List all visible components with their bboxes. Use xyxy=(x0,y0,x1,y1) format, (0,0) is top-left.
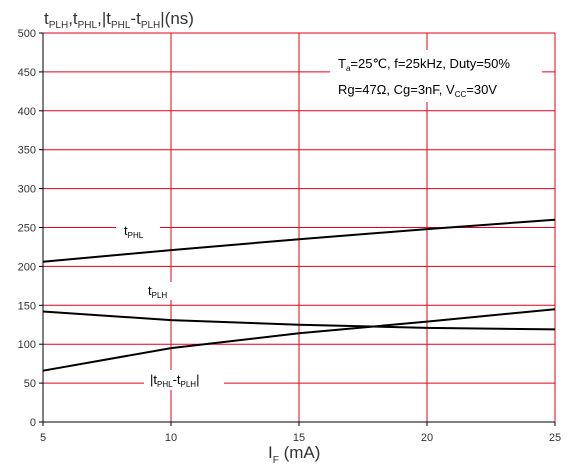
annotation-1b: =25℃, f=25kHz, Duty=50% xyxy=(350,56,510,71)
annotation-2a-sub: CC xyxy=(455,90,467,99)
y-title-part1-sub: PLH xyxy=(49,20,68,31)
y-title-part4: -t xyxy=(130,9,141,28)
y-tick-label: 150 xyxy=(18,300,36,312)
series-line-diff xyxy=(42,308,556,372)
y-tick-label: 250 xyxy=(18,223,36,235)
annotation-2a: Rg=47Ω, Cg=3nF, V xyxy=(338,82,455,97)
annotation-1a-sub: a xyxy=(346,64,351,73)
series-line-tphl xyxy=(42,218,556,263)
annotation-2b: =30V xyxy=(466,82,497,97)
series-label-tplh: tPLH xyxy=(148,283,167,300)
y-tick-label: 350 xyxy=(18,145,36,157)
x-axis-title: IF (mA) xyxy=(268,443,320,466)
y-title-part2-sub: PHL xyxy=(78,20,98,31)
series-label-tplh-main: t xyxy=(148,283,152,298)
series-label-diff-pre: |t xyxy=(150,372,157,387)
series-label-diff: |tPHL-tPLH| xyxy=(150,372,199,389)
y-tick-label: 200 xyxy=(18,261,36,273)
y-tick-label: 100 xyxy=(18,339,36,351)
series-label-tplh-sub: PLH xyxy=(152,291,168,300)
x-tick-labels: 5 10 15 20 25 xyxy=(40,422,561,444)
y-tick-label: 450 xyxy=(18,67,36,79)
x-tick-label: 15 xyxy=(293,432,305,444)
y-tick-label: 300 xyxy=(18,184,36,196)
x-tick-label: 25 xyxy=(549,432,561,444)
y-tick-label: 400 xyxy=(18,106,36,118)
series-label-diff-bg xyxy=(144,370,224,390)
annotation-line-1: Ta=25℃, f=25kHz, Duty=50% xyxy=(338,56,510,73)
series-label-tplh-bg xyxy=(140,282,184,300)
annotation-1a: T xyxy=(338,56,346,71)
y-tick-label: 500 xyxy=(18,28,36,40)
grid xyxy=(43,32,555,422)
series-label-tphl-main: t xyxy=(124,223,128,238)
annotation-line-2: Rg=47Ω, Cg=3nF, VCC=30V xyxy=(338,82,497,99)
series-label-diff-mid: -t xyxy=(173,372,181,387)
y-title-part1: t xyxy=(44,9,49,28)
x-tick-label: 20 xyxy=(421,432,433,444)
series-label-tphl: tPHL xyxy=(124,223,144,240)
y-tick-labels: 0 50 100 150 200 250 300 350 400 450 500 xyxy=(18,28,43,429)
y-title-part2: ,t xyxy=(68,9,78,28)
series-line-tplh xyxy=(42,310,556,331)
series-label-diff-sub1: PHL xyxy=(157,380,173,389)
series-lines xyxy=(42,218,556,372)
y-title-part5: |(ns) xyxy=(160,9,194,28)
series-label-tphl-bg xyxy=(116,222,160,240)
y-title-part3: ,|t xyxy=(97,9,111,28)
y-tick-label: 50 xyxy=(24,378,36,390)
x-tick-label: 10 xyxy=(165,432,177,444)
x-title-unit: (mA) xyxy=(279,443,321,462)
x-tick-label: 5 xyxy=(40,432,46,444)
series-label-diff-sub2: PLH xyxy=(181,380,197,389)
annotation-box xyxy=(330,50,542,102)
y-title-part4-sub: PLH xyxy=(141,20,160,31)
x-title-main: I xyxy=(268,443,273,462)
y-tick-label: 0 xyxy=(30,417,36,429)
series-label-tphl-sub: PHL xyxy=(128,231,144,240)
y-title-part3-sub: PHL xyxy=(111,20,131,31)
x-title-sub: F xyxy=(273,455,279,466)
series-label-diff-post: | xyxy=(196,372,199,387)
y-axis-title: tPLH,tPHL,|tPHL-tPLH|(ns) xyxy=(44,9,194,31)
